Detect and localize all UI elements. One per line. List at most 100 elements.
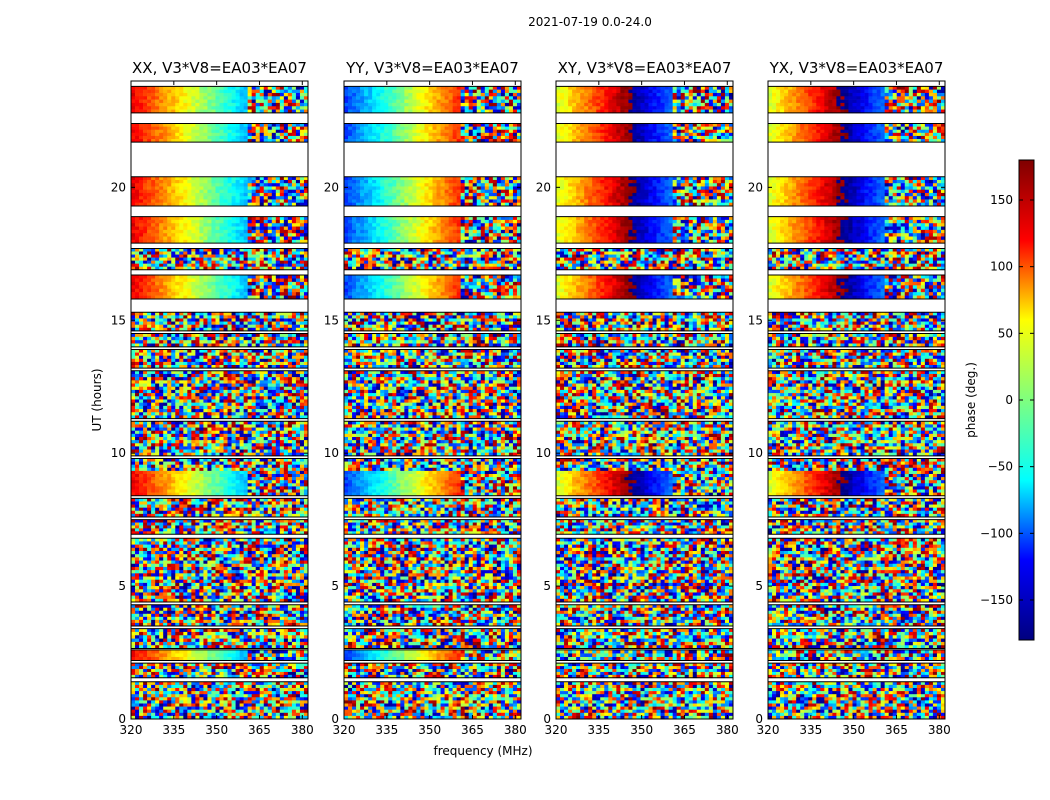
x-tick-label: 335 <box>162 723 185 737</box>
y-tick-label: 0 <box>331 712 339 726</box>
y-tick-label: 20 <box>111 180 126 194</box>
time-block <box>344 247 521 271</box>
axes-frame <box>555 80 734 720</box>
time-block <box>344 348 521 369</box>
time-block <box>344 604 521 627</box>
colorbar-tick-label: −150 <box>980 593 1013 607</box>
time-block <box>556 519 733 535</box>
time-block <box>131 176 308 207</box>
y-tick-label: 0 <box>755 712 763 726</box>
time-block <box>768 247 945 271</box>
time-block <box>556 662 733 679</box>
x-tick-label: 350 <box>842 723 865 737</box>
phase-image <box>556 85 733 719</box>
x-tick-label: 365 <box>885 723 908 737</box>
time-block <box>344 457 521 497</box>
time-block <box>131 274 308 300</box>
colorbar-tick-label: 50 <box>998 326 1013 340</box>
colorbar-tick-label: −100 <box>980 526 1013 540</box>
time-block <box>131 537 308 603</box>
y-tick-label: 20 <box>536 180 551 194</box>
phase-image <box>768 85 945 719</box>
time-block <box>131 519 308 535</box>
x-tick-label: 350 <box>630 723 653 737</box>
colorbar: 150 100 50 0 −50 −100 −150 phase (deg.) <box>964 159 1035 641</box>
time-block <box>556 649 733 662</box>
time-block <box>768 497 945 518</box>
time-block <box>556 176 733 207</box>
panel-yy: YY, V3*V8=EA03*EA07 320 335 350 365 380 0 5 10 15… <box>324 59 527 737</box>
time-block <box>768 311 945 332</box>
y-tick-label: 10 <box>536 446 551 460</box>
colorbar-label: phase (deg.) <box>964 362 978 438</box>
time-block <box>131 662 308 679</box>
x-tick-label: 365 <box>461 723 484 737</box>
time-block <box>556 628 733 650</box>
y-axis-label: UT (hours) <box>90 368 104 431</box>
y-tick-label: 10 <box>324 446 339 460</box>
panel-xy: XY, V3*V8=EA03*EA07 320 335 350 365 380 0 5 10 15… <box>536 59 739 737</box>
y-tick-label: 5 <box>543 579 551 593</box>
time-block <box>344 649 521 662</box>
time-block <box>556 537 733 603</box>
x-tick-label: 335 <box>587 723 610 737</box>
y-tick-label: 15 <box>536 313 551 327</box>
axes-frame <box>343 80 522 720</box>
time-block <box>768 274 945 300</box>
x-tick-label: 335 <box>799 723 822 737</box>
y-tick-label: 15 <box>111 313 126 327</box>
colorbar-tick-label: 0 <box>1005 393 1013 407</box>
x-tick-label: 350 <box>418 723 441 737</box>
figure-suptitle: 2021-07-19 0.0-24.0 <box>528 15 652 29</box>
time-block <box>344 662 521 679</box>
x-tick-label: 320 <box>545 723 568 737</box>
time-block <box>556 457 733 497</box>
x-tick-label: 380 <box>716 723 739 737</box>
time-block <box>556 311 733 332</box>
y-tick-label: 15 <box>748 313 763 327</box>
x-tick-label: 320 <box>333 723 356 737</box>
time-block <box>768 348 945 369</box>
time-block <box>556 247 733 271</box>
x-tick-label: 365 <box>248 723 271 737</box>
time-block <box>768 662 945 679</box>
time-block <box>556 216 733 244</box>
time-block <box>768 176 945 207</box>
y-tick-label: 20 <box>324 180 339 194</box>
time-block <box>344 176 521 207</box>
time-block <box>344 519 521 535</box>
time-block <box>556 604 733 627</box>
time-block <box>768 604 945 627</box>
x-axis-label: frequency (MHz) <box>433 744 532 758</box>
time-block <box>344 311 521 332</box>
time-block <box>768 537 945 603</box>
colorbar-tick-label: 100 <box>990 260 1013 274</box>
time-block <box>131 681 308 719</box>
time-block <box>768 85 945 114</box>
time-block <box>768 333 945 348</box>
time-block <box>344 420 521 457</box>
time-block <box>344 274 521 300</box>
time-block <box>768 457 945 497</box>
x-tick-label: 380 <box>928 723 951 737</box>
time-block <box>131 497 308 518</box>
axes-frame <box>767 80 946 720</box>
panel-yx: YX, V3*V8=EA03*EA07 320 335 350 365 380 0 5 10 15… <box>748 59 951 737</box>
x-tick-label: 365 <box>673 723 696 737</box>
x-tick-label: 380 <box>291 723 314 737</box>
time-block <box>131 333 308 348</box>
time-block <box>768 123 945 143</box>
colorbar-tick-label: 150 <box>990 193 1013 207</box>
time-block <box>131 247 308 271</box>
y-tick-label: 15 <box>324 313 339 327</box>
time-block <box>344 333 521 348</box>
time-block <box>556 348 733 369</box>
x-tick-label: 320 <box>757 723 780 737</box>
y-tick-label: 10 <box>111 446 126 460</box>
time-block <box>556 333 733 348</box>
time-block <box>556 497 733 518</box>
time-block <box>344 123 521 143</box>
time-block <box>131 604 308 627</box>
time-block <box>344 681 521 719</box>
